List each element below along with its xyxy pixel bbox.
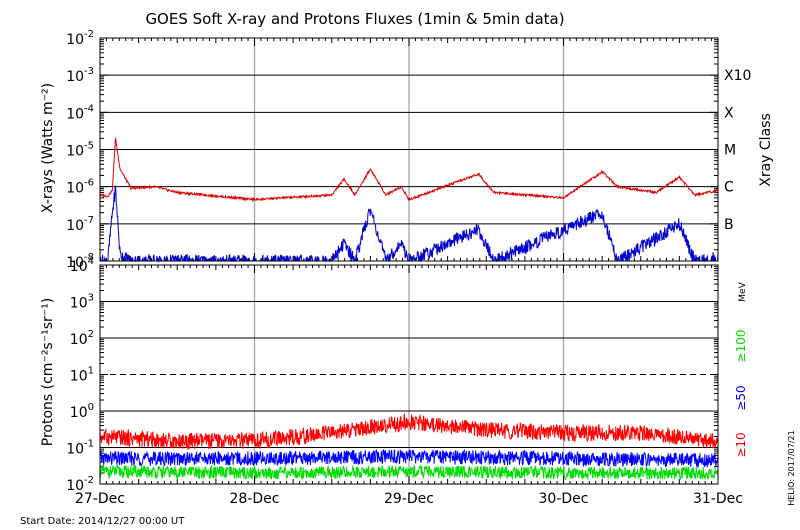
series-line bbox=[99, 464, 719, 481]
chart-title: GOES Soft X-ray and Protons Fluxes (1min… bbox=[145, 10, 564, 28]
energy-label: ≥10 bbox=[734, 432, 748, 457]
y-tick-label: 10-1 bbox=[66, 439, 94, 458]
series-line bbox=[99, 184, 719, 263]
x-tick-label: 27-Dec bbox=[75, 491, 125, 507]
y-tick-label: 10-4 bbox=[66, 103, 94, 122]
y-tick-label: 102 bbox=[70, 329, 94, 348]
y-tick-label: 10-3 bbox=[66, 66, 94, 85]
xray-axis-label: X-rays (Watts m⁻²) bbox=[40, 83, 56, 213]
xray-class-x10: X10 bbox=[724, 68, 751, 84]
x-tick-label: 30-Dec bbox=[539, 491, 589, 507]
energy-label: ≥50 bbox=[734, 385, 748, 410]
energy-label: ≥100 bbox=[734, 330, 748, 363]
energy-unit-label: MeV bbox=[738, 281, 748, 301]
y-tick-label: 101 bbox=[70, 366, 94, 385]
xray-class-m: M bbox=[724, 143, 736, 159]
y-tick-label: 10-6 bbox=[66, 178, 94, 197]
y-tick-label: 10-5 bbox=[66, 141, 94, 160]
y-tick-label: 10-2 bbox=[66, 29, 94, 48]
x-tick-label: 28-Dec bbox=[230, 491, 280, 507]
xray-class-label: Xray Class bbox=[758, 113, 774, 187]
y-tick-label: 10-8 bbox=[66, 252, 94, 271]
series-line bbox=[99, 137, 719, 203]
proton-panel: 10-2 10-1 100 101 102 103 104 ≥10 ≥50 ≥100 27-Dec 2… bbox=[66, 256, 748, 507]
start-date-label: Start Date: 2014/12/27 00:00 UT bbox=[20, 516, 185, 527]
y-tick-label: 10-2 bbox=[66, 475, 94, 494]
xray-class-b: B bbox=[724, 217, 734, 233]
y-tick-label: 100 bbox=[70, 402, 94, 421]
xray-panel: 10-8 10-7 10-6 10-5 10-4 10-3 10-2 B C M X X10 bbox=[66, 29, 751, 271]
series-line bbox=[99, 413, 719, 451]
y-tick-label: 104 bbox=[70, 256, 94, 275]
series-line bbox=[99, 448, 719, 469]
xray-class-c: C bbox=[724, 180, 734, 196]
plot-frame bbox=[99, 37, 719, 262]
credit-label: HELIO: 2017/07/21 bbox=[787, 430, 796, 505]
x-tick-label: 31-Dec bbox=[693, 491, 743, 507]
plot-frame bbox=[99, 264, 719, 485]
proton-axis-label: Protons (cm⁻²s⁻¹sr⁻¹) bbox=[40, 298, 56, 447]
x-tick-label: 29-Dec bbox=[384, 491, 434, 507]
y-tick-label: 10-7 bbox=[66, 215, 94, 234]
xray-class-x: X bbox=[724, 105, 734, 121]
y-tick-label: 103 bbox=[70, 293, 94, 312]
